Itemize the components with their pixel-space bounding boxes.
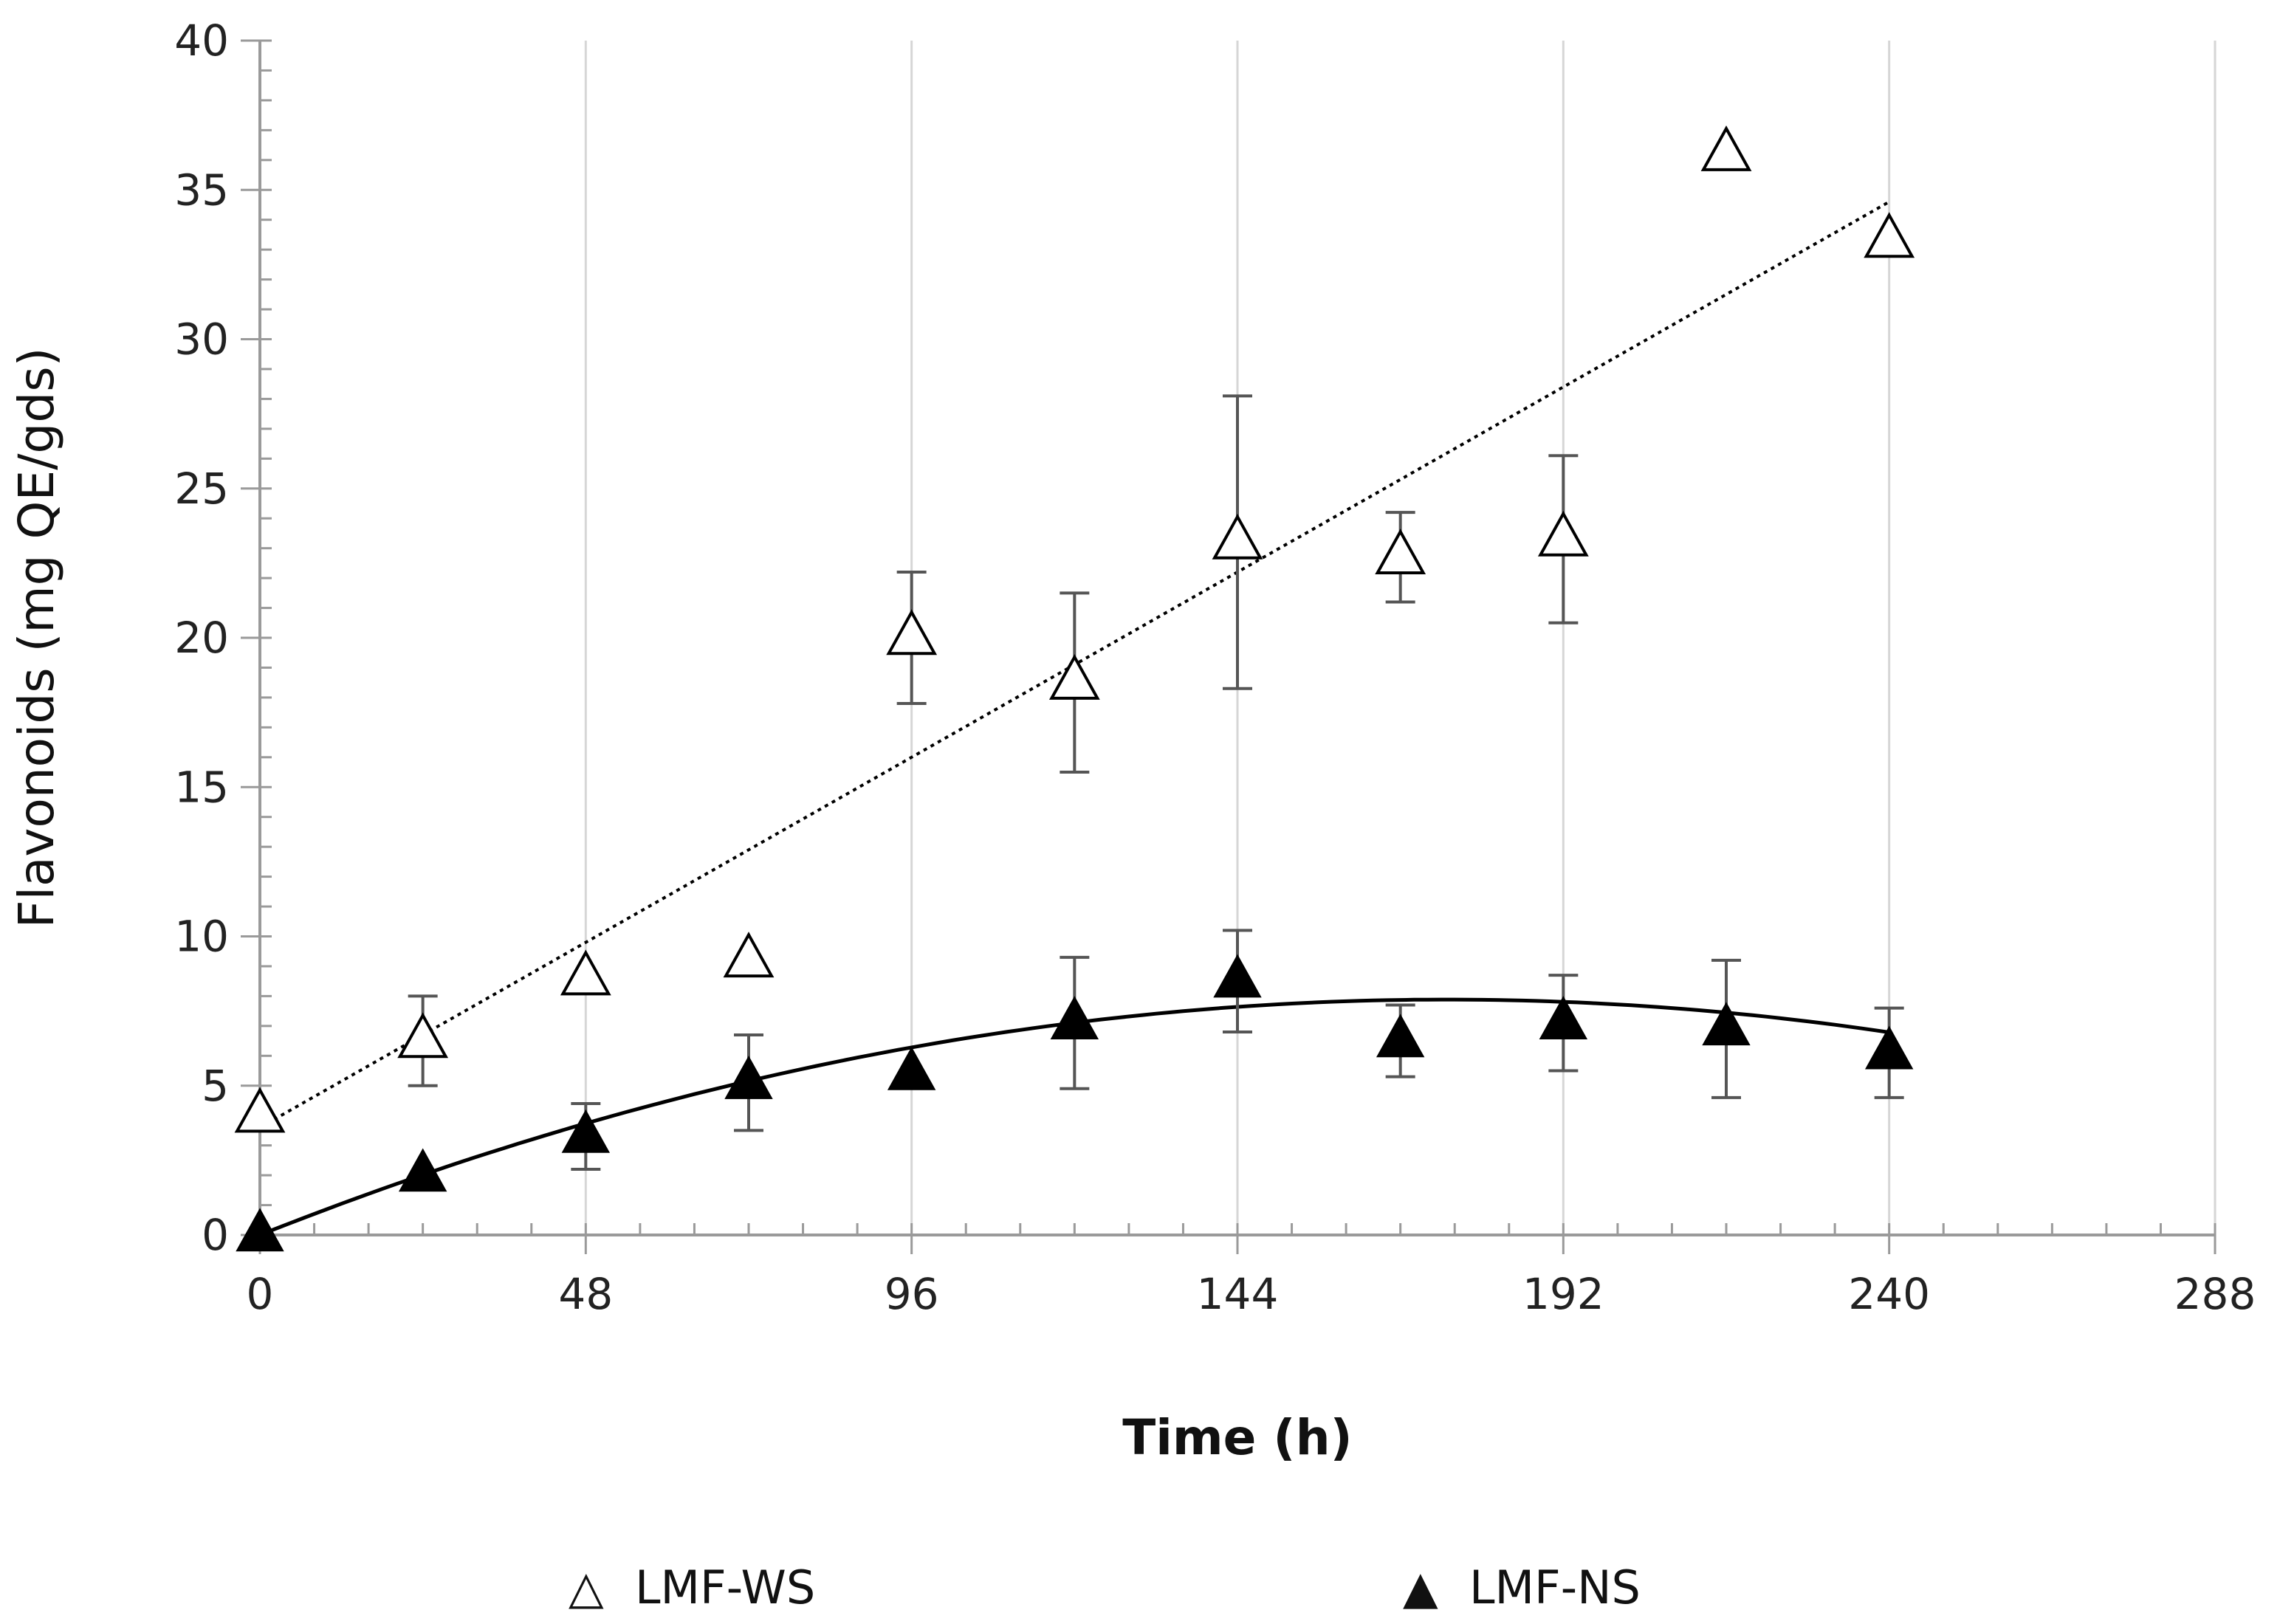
point-lmf-ns-216: [1702, 1002, 1751, 1046]
legend-marker-lmf-ws: △: [569, 1561, 604, 1614]
x-tick-label-144: 144: [1197, 1269, 1279, 1319]
point-lmf-ws-0: [234, 1087, 286, 1133]
x-tick-label-240: 240: [1848, 1269, 1930, 1319]
point-lmf-ws-192: [1537, 510, 1589, 557]
errorbar-layer: [408, 394, 1904, 1171]
legend-label-lmf-ws: LMF-WS: [635, 1561, 815, 1614]
y-tick-label-5: 5: [202, 1061, 229, 1111]
point-lmf-ws-144: [1212, 513, 1263, 560]
label-layer: 0 5 10 15 20 25 30 35 40 0 48 96 144 192 240 288: [174, 16, 2256, 1319]
point-lmf-ws-168: [1375, 529, 1426, 574]
axes-layer: [241, 39, 2217, 1254]
x-axis-title: Time (h): [1122, 1409, 1352, 1466]
point-lmf-ws-120: [1048, 653, 1100, 700]
point-lmf-ns-240: [1864, 1025, 1914, 1070]
point-lmf-ns-192: [1539, 996, 1588, 1040]
point-lmf-ns-24: [398, 1148, 447, 1192]
point-lmf-ns-0: [236, 1208, 284, 1252]
point-lmf-ws-48: [560, 949, 611, 996]
legend-label-lmf-ns: LMF-NS: [1469, 1561, 1641, 1614]
point-lmf-ns-120: [1050, 996, 1099, 1040]
y-tick-label-35: 35: [174, 165, 229, 215]
point-lmf-ns-96: [887, 1046, 936, 1090]
legend: △ LMF-WS ▲ LMF-NS: [569, 1561, 1641, 1614]
point-lmf-ws-240: [1864, 212, 1915, 258]
y-tick-label-10: 10: [174, 912, 229, 962]
y-tick-label-20: 20: [174, 613, 229, 663]
x-tick-label-48: 48: [558, 1269, 613, 1319]
point-lmf-ws-24: [397, 1012, 449, 1059]
point-lmf-ns-72: [724, 1056, 773, 1099]
y-tick-label-40: 40: [174, 16, 229, 66]
point-lmf-ws-96: [886, 609, 938, 656]
legend-marker-lmf-ns: ▲: [1403, 1561, 1438, 1614]
point-lmf-ws-72: [723, 932, 775, 978]
y-tick-label-25: 25: [174, 464, 229, 514]
point-lmf-ws-216: [1700, 125, 1752, 171]
x-tick-label-192: 192: [1522, 1269, 1604, 1319]
x-tick-label-96: 96: [885, 1269, 939, 1319]
point-lmf-ns-168: [1376, 1014, 1425, 1058]
marker-layer: [234, 125, 1915, 1252]
y-axis-title: Flavonoids (mg QE/gds): [8, 348, 65, 929]
point-lmf-ns-144: [1213, 954, 1262, 998]
y-tick-label-0: 0: [202, 1210, 229, 1260]
x-tick-label-288: 288: [2174, 1269, 2256, 1319]
y-tick-label-30: 30: [174, 314, 229, 365]
y-tick-label-15: 15: [174, 762, 229, 812]
point-lmf-ns-48: [561, 1109, 611, 1153]
x-tick-label-0: 0: [247, 1269, 274, 1319]
